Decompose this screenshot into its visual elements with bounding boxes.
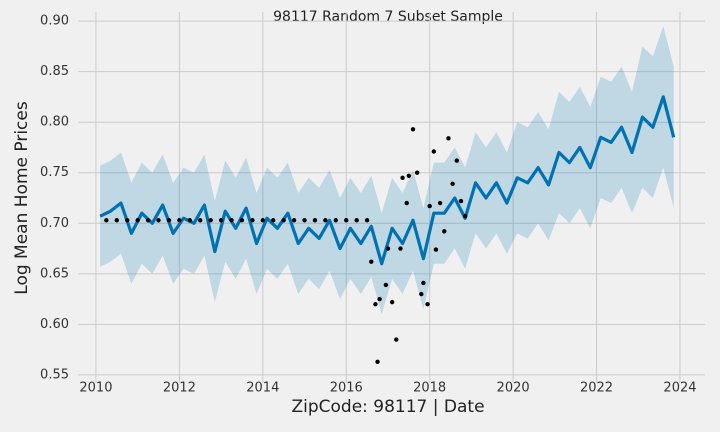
- y-tick-label: 0.65: [40, 266, 69, 281]
- observed-point: [302, 218, 307, 223]
- observed-point: [312, 218, 318, 223]
- x-tick-label: 2010: [79, 381, 112, 396]
- y-tick-label: 0.80: [40, 115, 69, 130]
- observed-point: [414, 170, 420, 175]
- x-tick-label: 2022: [580, 381, 613, 396]
- observed-point: [404, 200, 409, 206]
- observed-point: [410, 127, 416, 132]
- observed-point: [187, 218, 193, 223]
- observed-point: [437, 200, 443, 206]
- observed-point: [166, 218, 172, 223]
- y-tick-label: 0.60: [40, 317, 69, 332]
- observed-point: [406, 173, 412, 178]
- observed-point: [385, 246, 391, 251]
- observed-point: [442, 229, 447, 234]
- observed-point: [145, 218, 151, 223]
- observed-point: [462, 214, 468, 219]
- y-tick-label: 0.90: [40, 14, 69, 29]
- observed-point: [450, 181, 455, 187]
- x-tick-label: 2018: [413, 381, 446, 396]
- x-tick-label: 2016: [330, 381, 363, 396]
- observed-point: [425, 301, 430, 307]
- observed-point: [375, 359, 380, 364]
- observed-point: [218, 218, 224, 223]
- observed-point: [431, 149, 437, 154]
- observed-point: [354, 218, 359, 223]
- observed-point: [208, 218, 213, 223]
- observed-point: [454, 158, 459, 163]
- observed-point: [323, 218, 328, 223]
- forecast-line: [99, 95, 676, 266]
- observed-point: [419, 291, 424, 297]
- observed-point: [458, 198, 464, 204]
- observed-point: [333, 218, 339, 223]
- x-tick-label: 2012: [163, 381, 196, 396]
- observed-point: [433, 247, 439, 252]
- y-tick-label: 0.85: [40, 64, 69, 79]
- uncertainty-band: [100, 26, 674, 315]
- observed-point: [364, 218, 370, 223]
- observed-point: [291, 218, 297, 223]
- observed-point: [383, 282, 389, 288]
- x-tick-label: 2020: [497, 381, 530, 396]
- observed-point: [104, 218, 109, 223]
- observed-point: [177, 218, 182, 223]
- observed-point: [377, 296, 382, 302]
- observed-point: [389, 299, 395, 305]
- y-tick-label: 0.75: [40, 165, 69, 180]
- y-tick-label: 0.55: [40, 367, 69, 382]
- observed-point: [156, 218, 161, 223]
- observed-point: [135, 218, 140, 223]
- observed-point: [398, 246, 403, 251]
- observed-point: [421, 280, 426, 286]
- observed-point: [239, 218, 245, 223]
- observed-point: [198, 218, 203, 223]
- y-tick-label: 0.70: [40, 216, 69, 231]
- observed-point: [427, 203, 432, 209]
- observed-point: [114, 218, 119, 223]
- observed-point: [373, 301, 378, 307]
- observed-point: [394, 337, 399, 342]
- x-tick-label: 2014: [246, 381, 279, 396]
- observed-point: [250, 218, 255, 223]
- observed-point: [369, 259, 374, 264]
- x-axis-label: ZipCode: 98117 | Date: [291, 397, 484, 417]
- chart-title: 98117 Random 7 Subset Sample: [273, 9, 503, 25]
- x-tick-label: 2024: [663, 381, 696, 396]
- observed-point: [271, 218, 276, 223]
- observed-point: [229, 218, 234, 223]
- observed-point: [446, 136, 451, 141]
- observed-point: [281, 218, 286, 223]
- y-axis-label: Log Mean Home Prices: [12, 101, 32, 295]
- observed-point: [260, 218, 266, 223]
- observed-point: [125, 218, 130, 223]
- observed-point: [400, 175, 405, 180]
- observed-point: [344, 218, 349, 223]
